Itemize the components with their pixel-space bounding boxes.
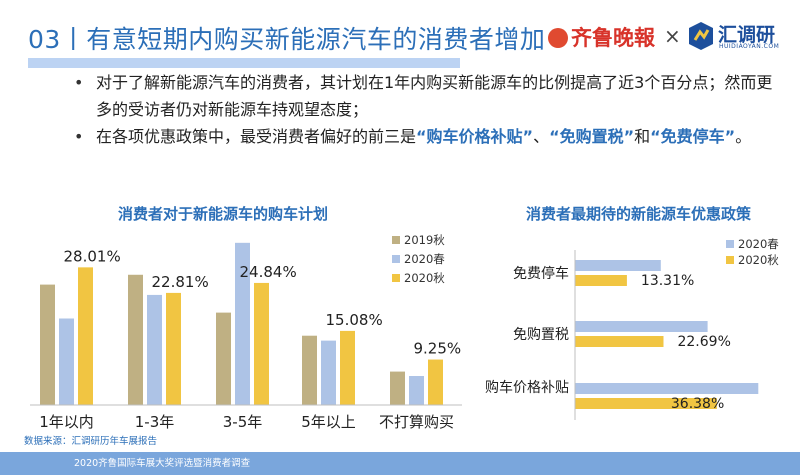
data-label-1: 28.01% [64, 247, 121, 265]
legend-label-1: 2019秋 [404, 233, 445, 247]
huidiaoyan-logo-url: HUIDIAOYAN.COM [719, 43, 780, 50]
hlegend-swatch-1 [726, 240, 734, 248]
data-label-4: 15.08% [326, 311, 383, 329]
qilu-logo-text: 齐鲁晚報 [571, 26, 655, 50]
hbar-data-label-1: 13.31% [641, 273, 694, 289]
bar-2-series-2 [147, 294, 162, 405]
policy-chart-title: 消费者最期待的新能源车优惠政策 [526, 205, 752, 223]
legend-label-3: 2020秋 [404, 271, 445, 285]
logo-area: 齐鲁晚報 × 汇调研 HUIDIAOYAN.COM [548, 20, 788, 54]
bar-2-series-1 [128, 274, 143, 405]
y-tick-label-3: 购车价格补贴 [485, 379, 569, 396]
bar-5-series-3 [428, 359, 443, 405]
bar-4-series-3 [340, 330, 355, 405]
data-label-3: 24.84% [240, 263, 297, 281]
bullet-2-sep-1: 、 [533, 127, 550, 146]
data-label-5: 9.25% [414, 340, 462, 358]
hbar-2-series-1 [575, 321, 708, 332]
bullet-item-1: 对于了解新能源汽车的消费者，其计划在1年内购买新能源车的比例提高了近3个百分点；… [68, 69, 780, 123]
bar-1-series-2 [59, 318, 74, 405]
bullet-2-text-start: 在各项优惠政策中，最受消费者偏好的前三是 [96, 127, 417, 146]
footer-bar [0, 452, 800, 475]
hbar-1-series-1 [575, 260, 661, 271]
hbar-data-label-3: 36.38% [671, 396, 724, 412]
bar-4-series-1 [302, 335, 317, 405]
purchase-plan-bar-chart: 28.01% 1年以内 22.81% 1-3年 24.84% 3-5年 15.08% 5年以上… [30, 233, 462, 431]
policy-horizontal-bar-chart: 13.31% 免费停车 22.69% 免购置税 36.38% 购车价格补贴 2020春 202… [485, 237, 779, 420]
data-label-2: 22.81% [152, 273, 209, 291]
bar-1-series-3 [78, 267, 93, 405]
highlight-tax-exemption: “免购置税” [549, 127, 635, 146]
qilu-logo-icon [548, 28, 568, 48]
bar-2-series-3 [166, 292, 181, 405]
y-tick-label-1: 免费停车 [513, 265, 569, 282]
x-tick-label-2: 1-3年 [135, 413, 175, 431]
bar-5-series-2 [409, 376, 424, 405]
page-title: 03丨有意短期内购买新能源汽车的消费者增加 [28, 25, 546, 54]
huidiaoyan-logo-text: 汇调研 [718, 24, 776, 46]
bar-5-series-1 [390, 371, 405, 405]
bar-3-series-2 [235, 242, 250, 405]
bullet-list: 对于了解新能源汽车的消费者，其计划在1年内购买新能源车的比例提高了近3个百分点；… [68, 69, 780, 150]
hlegend-swatch-2 [726, 256, 734, 264]
x-tick-label-5: 不打算购买 [379, 413, 454, 431]
data-source-note: 数据来源：汇调研历年车展报告 [24, 436, 158, 447]
y-tick-label-2: 免购置税 [513, 327, 569, 343]
x-tick-label-3: 3-5年 [223, 413, 263, 431]
legend-swatch-1 [392, 236, 400, 244]
hbar-2-series-2 [575, 336, 664, 347]
bar-3-series-3 [254, 282, 269, 405]
hbar-3-series-1 [575, 383, 759, 394]
logo-separator: × [664, 24, 681, 48]
x-tick-label-1: 1年以内 [39, 413, 94, 431]
legend-swatch-2 [392, 255, 400, 263]
qilu-evening-news-logo: 齐鲁晚報 [548, 22, 655, 52]
bullet-2-end: 。 [735, 127, 752, 146]
hbar-3-series-2 [575, 398, 717, 409]
hbar-1-series-2 [575, 275, 627, 286]
bullet-item-2: 在各项优惠政策中，最受消费者偏好的前三是“购车价格补贴”、“免购置税”和“免费停… [68, 123, 780, 150]
highlight-price-subsidy: “购车价格补贴” [416, 127, 534, 146]
huidiaoyan-logo-icon [689, 22, 713, 50]
legend-label-2: 2020春 [404, 252, 445, 266]
x-tick-label-4: 5年以上 [301, 413, 356, 431]
footer-caption: 2020齐鲁国际车展大奖评选暨消费者调查 [74, 458, 251, 469]
bullet-2-sep-2: 和 [634, 127, 651, 146]
bar-1-series-1 [40, 284, 55, 405]
title-underline-bar [28, 58, 460, 68]
hlegend-label-1: 2020春 [738, 237, 779, 251]
purchase-plan-chart-title: 消费者对于新能源车的购车计划 [118, 205, 329, 223]
bar-3-series-1 [216, 312, 231, 405]
hlegend-label-2: 2020秋 [738, 253, 779, 267]
bar-4-series-2 [321, 340, 336, 405]
hbar-data-label-2: 22.69% [677, 334, 730, 350]
legend-swatch-3 [392, 274, 400, 282]
highlight-free-parking: “免费停车” [650, 127, 736, 146]
